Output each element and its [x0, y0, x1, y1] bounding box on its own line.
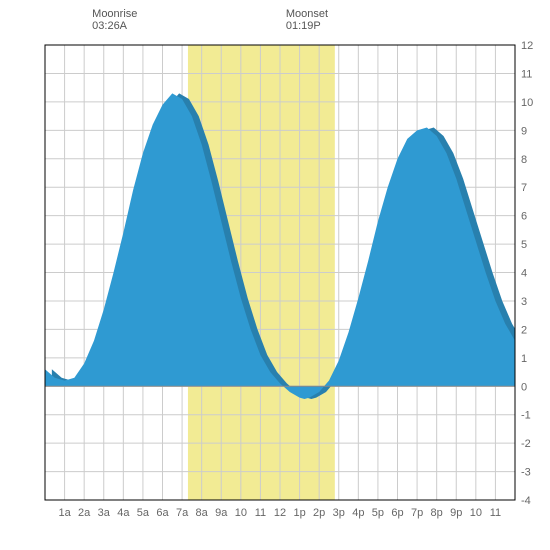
svg-text:2: 2 — [521, 324, 527, 336]
tide-chart: -4-3-2-101234567891011121a2a3a4a5a6a7a8a… — [0, 0, 550, 550]
svg-text:2a: 2a — [78, 507, 91, 519]
svg-text:4p: 4p — [352, 507, 364, 519]
svg-text:8p: 8p — [431, 507, 443, 519]
svg-text:0: 0 — [521, 381, 527, 393]
svg-text:-4: -4 — [521, 495, 531, 507]
moonrise-label: Moonrise — [92, 8, 137, 20]
svg-text:-1: -1 — [521, 410, 531, 422]
svg-text:10: 10 — [470, 507, 482, 519]
moonset-time: 01:19P — [286, 20, 328, 32]
svg-text:2p: 2p — [313, 507, 325, 519]
svg-text:7a: 7a — [176, 507, 189, 519]
svg-text:11: 11 — [521, 68, 532, 80]
svg-text:6p: 6p — [391, 507, 403, 519]
svg-text:9p: 9p — [450, 507, 462, 519]
svg-text:9a: 9a — [215, 507, 228, 519]
svg-text:5: 5 — [521, 239, 527, 251]
svg-text:11: 11 — [255, 507, 266, 519]
chart-plot: -4-3-2-101234567891011121a2a3a4a5a6a7a8a… — [0, 0, 550, 550]
svg-text:-3: -3 — [521, 467, 531, 479]
annotation-moonrise: Moonrise 03:26A — [92, 8, 137, 32]
svg-text:8a: 8a — [196, 507, 209, 519]
annotation-moonset: Moonset 01:19P — [286, 8, 328, 32]
moonset-label: Moonset — [286, 8, 328, 20]
svg-text:5p: 5p — [372, 507, 384, 519]
svg-text:6a: 6a — [156, 507, 169, 519]
moonrise-time: 03:26A — [92, 20, 137, 32]
svg-text:-2: -2 — [521, 438, 531, 450]
svg-text:9: 9 — [521, 125, 527, 137]
svg-text:12: 12 — [521, 40, 533, 52]
svg-text:3: 3 — [521, 296, 527, 308]
svg-text:5a: 5a — [137, 507, 150, 519]
svg-text:11: 11 — [490, 507, 501, 519]
svg-text:4a: 4a — [117, 507, 130, 519]
svg-text:10: 10 — [235, 507, 247, 519]
svg-text:3a: 3a — [98, 507, 111, 519]
svg-text:1: 1 — [521, 353, 527, 365]
svg-text:7: 7 — [521, 182, 527, 194]
svg-text:7p: 7p — [411, 507, 423, 519]
svg-text:1p: 1p — [293, 507, 305, 519]
svg-text:12: 12 — [274, 507, 286, 519]
svg-text:4: 4 — [521, 268, 527, 280]
svg-text:1a: 1a — [58, 507, 71, 519]
svg-text:3p: 3p — [333, 507, 345, 519]
svg-text:10: 10 — [521, 97, 533, 109]
svg-text:6: 6 — [521, 211, 527, 223]
svg-text:8: 8 — [521, 154, 527, 166]
